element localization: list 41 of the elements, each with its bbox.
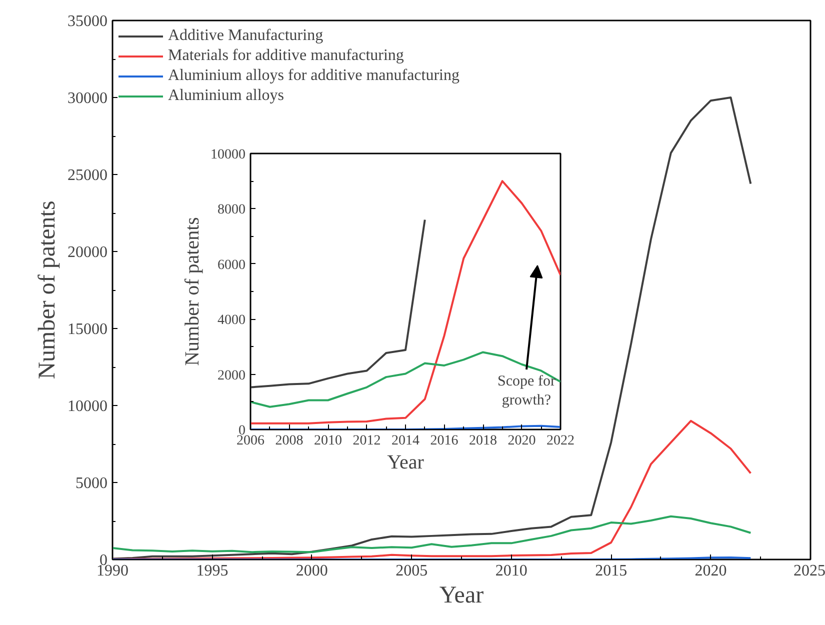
x-tick-label: 1995: [196, 562, 228, 580]
x-tick-label: 2015: [595, 562, 628, 580]
x-tick-label: 2008: [275, 434, 304, 448]
y-tick-label: 6000: [218, 258, 246, 273]
x-tick-label: 2020: [694, 562, 727, 580]
x-tick-label: 2005: [396, 562, 428, 580]
y-tick-label: 35000: [68, 13, 108, 30]
x-axis-title: Year: [439, 582, 484, 608]
annotation: Scope for growth?: [498, 374, 556, 409]
x-tick-label: 2014: [392, 434, 420, 448]
line-series: [112, 420, 752, 560]
x-tick-label: 2020: [508, 434, 536, 448]
y-tick-label: 10000: [210, 148, 246, 162]
y-tick-label: 30000: [68, 90, 108, 107]
x-tick-label: 2016: [430, 434, 458, 448]
legend-label: Materials for additive manufacturing: [168, 47, 404, 65]
y-axis-title: Number of patents: [34, 200, 60, 380]
legend-label: Aluminium alloys for additive manufacturing: [168, 67, 460, 85]
x-tick-label: 2022: [546, 434, 574, 448]
y-tick-label: 5000: [76, 475, 108, 492]
x-tick-label: 2010: [314, 434, 342, 448]
legend-label: Additive Manufacturing: [168, 27, 324, 45]
legend-label: Aluminium alloys: [168, 87, 284, 105]
x-tick-label: 2000: [296, 562, 328, 580]
y-tick-label: 25000: [68, 167, 108, 184]
line-series: [250, 180, 560, 424]
y-axis-title: Number of patents: [182, 216, 204, 366]
y-tick-label: 15000: [68, 321, 108, 338]
x-tick-label: 2025: [794, 562, 825, 580]
y-tick-label: 20000: [68, 244, 108, 261]
line-series: [250, 218, 426, 388]
y-tick-label: 2000: [218, 368, 246, 384]
y-tick-label: 4000: [218, 313, 246, 328]
y-tick-label: 10000: [68, 398, 108, 415]
line-series: [112, 515, 752, 554]
x-axis-title: Year: [387, 452, 424, 474]
x-tick-label: 2010: [495, 562, 528, 580]
y-tick-label: 8000: [218, 202, 246, 218]
x-tick-label: 2012: [352, 434, 381, 448]
line-series: [250, 351, 560, 408]
x-tick-label: 2018: [469, 434, 497, 448]
